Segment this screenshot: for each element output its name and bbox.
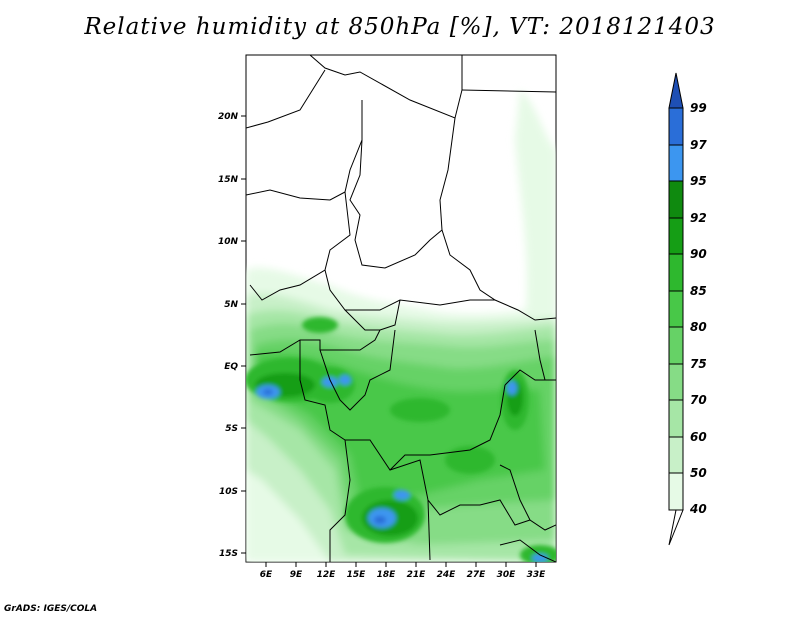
colorbar-label: 60	[690, 430, 707, 444]
lon-tick-label: 6E	[260, 570, 273, 580]
lon-tick-labels: 6E 9E 12E 15E 18E 21E 24E 27E 30E 33E	[260, 570, 546, 580]
colorbar-label: 75	[690, 357, 707, 371]
colorbar-upper-arrow	[668, 72, 684, 109]
colorbar: 40 50 60 70 75 80 85 90 92 95 97 99	[668, 72, 707, 546]
colorbar-swatch	[668, 399, 684, 438]
colorbar-swatch	[668, 107, 684, 146]
colorbar-swatch	[668, 253, 684, 292]
colorbar-label: 95	[690, 174, 707, 188]
lat-tick-label: 5S	[225, 424, 238, 434]
lat-tick-label: 10N	[218, 237, 239, 247]
lat-tick-label: 15N	[218, 175, 239, 185]
colorbar-label: 90	[690, 247, 707, 261]
colorbar-label: 70	[690, 393, 707, 407]
colorbar-label: 85	[690, 284, 707, 298]
colorbar-label: 40	[689, 502, 707, 516]
colorbar-swatch	[668, 290, 684, 328]
humidity-field	[246, 90, 556, 562]
colorbar-swatch	[668, 363, 684, 401]
country-borders	[246, 55, 556, 562]
colorbar-swatch	[668, 180, 684, 219]
lat-tick-label: 5N	[224, 300, 238, 310]
colorbar-swatch	[668, 144, 684, 182]
colorbar-label: 97	[690, 138, 707, 152]
colorbar-lower-arrow	[668, 509, 684, 546]
lon-tick-label: 12E	[317, 570, 337, 580]
footer-credit: GrADS: IGES/COLA	[4, 604, 98, 614]
colorbar-swatch	[668, 326, 684, 365]
lon-tick-label: 27E	[467, 570, 487, 580]
lat-tick-label: 10S	[219, 487, 238, 497]
colorbar-label: 92	[690, 211, 707, 225]
lon-tick-label: 33E	[527, 570, 547, 580]
lon-tick-label: 15E	[347, 570, 367, 580]
lat-tick-label: 15S	[219, 549, 238, 559]
colorbar-swatch	[668, 436, 684, 474]
lat-tick-label: 20N	[218, 112, 239, 122]
lat-tick-label: EQ	[224, 362, 238, 372]
lon-tick-label: 30E	[497, 570, 517, 580]
lon-tick-label: 9E	[290, 570, 303, 580]
colorbar-swatch	[668, 217, 684, 255]
lon-tick-label: 18E	[377, 570, 397, 580]
map-title: Relative humidity at 850hPa [%], VT: 201…	[84, 14, 716, 40]
lon-tick-label: 21E	[407, 570, 427, 580]
lat-tick-labels: 20N 15N 10N 5N EQ 5S 10S 15S	[218, 112, 239, 559]
colorbar-label: 50	[690, 466, 707, 480]
colorbar-label: 80	[690, 320, 707, 334]
axis-ticks	[241, 115, 537, 567]
lon-tick-label: 24E	[437, 570, 457, 580]
colorbar-label: 99	[690, 101, 707, 115]
colorbar-swatch	[668, 472, 684, 511]
